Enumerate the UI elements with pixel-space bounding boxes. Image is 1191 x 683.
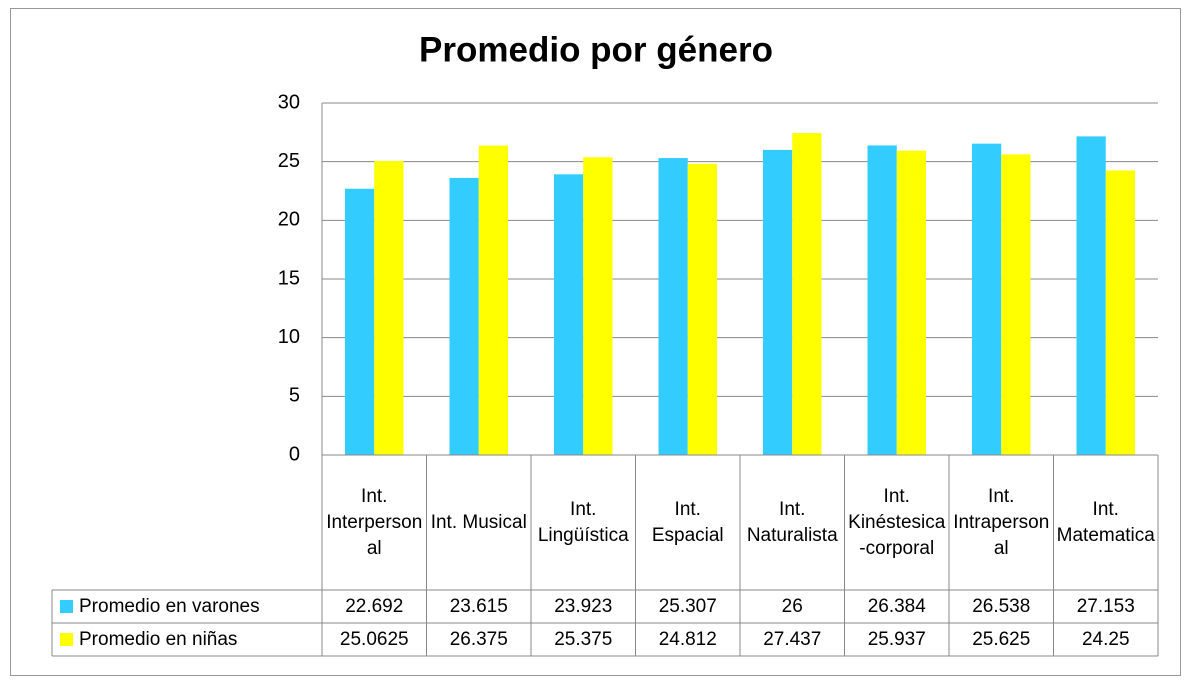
data-table-value: 23.615 <box>449 595 508 617</box>
data-table-value: 25.375 <box>554 628 613 650</box>
data-table-value: 23.923 <box>554 595 613 617</box>
legend-entry: Promedio en niñas <box>52 623 322 656</box>
data-table-value: 24.812 <box>658 628 717 650</box>
data-table-value: 26.375 <box>449 628 508 650</box>
bar <box>762 149 793 455</box>
bar <box>553 174 584 455</box>
legend-entry: Promedio en varones <box>52 590 322 623</box>
data-table-value: 26.538 <box>972 595 1031 617</box>
y-tick-label: 20 <box>278 209 300 231</box>
legend-key <box>60 633 73 646</box>
bar <box>478 145 509 456</box>
bar <box>344 188 375 455</box>
y-tick-label: 0 <box>289 443 300 465</box>
data-table-value: 27.437 <box>763 628 822 650</box>
bar <box>867 145 897 455</box>
legend-key <box>60 600 73 613</box>
x-tick-label: Int. Kinéstesica-corporal <box>848 485 946 559</box>
bar <box>792 133 822 455</box>
bar <box>374 160 404 455</box>
x-tick-label: Int. Espacial <box>651 498 724 546</box>
data-table-value: 26 <box>781 595 803 617</box>
data-table-value: 25.0625 <box>339 628 409 650</box>
y-tick-label: 5 <box>289 385 300 407</box>
bar <box>971 143 1002 456</box>
bar <box>687 163 718 455</box>
bar <box>1105 170 1136 455</box>
y-tick-label: 30 <box>278 91 300 113</box>
y-tick-label: 15 <box>278 267 300 289</box>
data-table-value: 22.692 <box>345 595 404 617</box>
data-table-value: 25.937 <box>867 628 926 650</box>
data-table-value: 25.625 <box>972 628 1031 650</box>
bar <box>1076 136 1106 456</box>
x-tick-label: Int. Intrapersonal <box>953 485 1050 559</box>
bar <box>449 177 479 455</box>
x-tick-label: Int. Lingüística <box>537 498 629 546</box>
legend-label: Promedio en niñas <box>79 628 238 650</box>
chart-title: Promedio por género <box>419 30 773 69</box>
bar <box>1001 154 1031 456</box>
x-tick-label: Int. Matematica <box>1056 498 1155 546</box>
data-table-value: 24.25 <box>1081 628 1130 650</box>
x-tick-label: Int. Interpersonal <box>326 485 423 559</box>
data-table-value: 26.384 <box>867 595 926 617</box>
data-table-value: 25.307 <box>658 595 717 617</box>
x-tick-label: Int. Musical <box>430 511 527 533</box>
legend-label: Promedio en varones <box>79 595 260 617</box>
bar <box>658 158 688 456</box>
x-tick-label: Int. Naturalista <box>746 498 838 546</box>
bar <box>583 157 613 455</box>
data-table-value: 27.153 <box>1076 595 1135 617</box>
bar <box>896 150 927 455</box>
y-tick-label: 10 <box>278 326 300 348</box>
y-tick-label: 25 <box>278 150 300 172</box>
